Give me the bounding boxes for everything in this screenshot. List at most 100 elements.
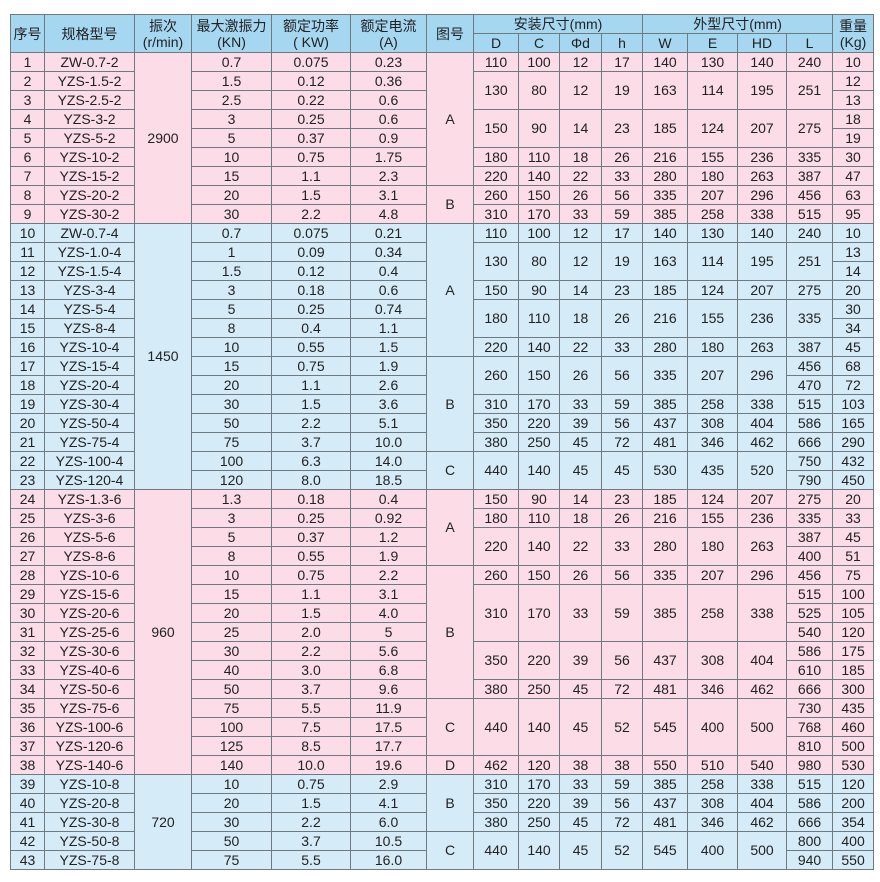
cell-weight: 175 xyxy=(832,641,875,661)
cell-w: 280 xyxy=(642,166,689,186)
cell-l: 515 xyxy=(786,394,834,414)
cell-power: 0.55 xyxy=(271,546,351,566)
cell-power: 2.2 xyxy=(271,641,351,661)
cell-rpm: 960 xyxy=(134,489,192,775)
cell-hd: 338 xyxy=(737,774,788,794)
cell-power: 0.75 xyxy=(271,356,351,376)
header-d: D xyxy=(473,33,519,53)
cell-model: ZW-0.7-2 xyxy=(44,52,135,72)
cell-hd: 263 xyxy=(737,337,788,357)
cell-force: 8 xyxy=(191,318,272,338)
cell-model: YZS-120-6 xyxy=(44,736,135,756)
cell-d: 310 xyxy=(473,204,519,224)
cell-model: YZS-50-6 xyxy=(44,679,135,699)
cell-force: 1.3 xyxy=(191,489,272,509)
cell-no: 23 xyxy=(10,470,45,490)
header-force: 最大激振力 (KN) xyxy=(191,14,272,53)
cell-d: 110 xyxy=(473,52,519,72)
cell-phi-d: 39 xyxy=(559,793,602,813)
cell-l: 275 xyxy=(786,489,834,509)
cell-hd: 207 xyxy=(737,489,788,509)
cell-d: 260 xyxy=(473,356,519,395)
cell-rpm: 720 xyxy=(134,774,192,870)
cell-force: 1.5 xyxy=(191,261,272,281)
cell-power: 0.37 xyxy=(271,128,351,148)
cell-hd: 140 xyxy=(737,223,788,243)
cell-d: 130 xyxy=(473,242,519,281)
cell-no: 34 xyxy=(10,679,45,699)
cell-w: 140 xyxy=(642,223,689,243)
cell-hd: 540 xyxy=(737,755,788,775)
cell-h: 33 xyxy=(600,337,644,357)
cell-d: 220 xyxy=(473,527,519,566)
cell-c: 90 xyxy=(518,280,560,300)
cell-weight: 435 xyxy=(832,698,875,718)
cell-no: 35 xyxy=(10,698,45,718)
cell-d: 440 xyxy=(473,451,519,490)
cell-l: 335 xyxy=(786,508,834,528)
cell-model: YZS-10-8 xyxy=(44,774,135,794)
cell-l: 456 xyxy=(786,356,834,376)
cell-w: 185 xyxy=(642,109,689,148)
cell-h: 33 xyxy=(600,166,644,186)
cell-figure: C xyxy=(426,831,474,870)
cell-no: 7 xyxy=(10,166,45,186)
cell-d: 180 xyxy=(473,508,519,528)
cell-force: 50 xyxy=(191,831,272,851)
cell-h: 56 xyxy=(600,641,644,680)
cell-d: 150 xyxy=(473,489,519,509)
cell-d: 440 xyxy=(473,831,519,870)
table-row: 17 YZS-15-4 15 0.75 1.9 B 260 150 26 56 335 207 296 4… xyxy=(10,356,875,452)
table-row: 19 YZS-30-4 30 1.5 3.6 310 170 33 59 385 258 338 515… xyxy=(10,394,875,414)
cell-no: 43 xyxy=(10,850,45,870)
cell-c: 220 xyxy=(518,793,560,813)
cell-l: 666 xyxy=(786,812,834,832)
cell-current: 1.1 xyxy=(350,318,427,338)
cell-model: YZS-100-4 xyxy=(44,451,135,471)
cell-current: 17.5 xyxy=(350,717,427,737)
cell-d: 350 xyxy=(473,793,519,813)
cell-force: 20 xyxy=(191,603,272,623)
cell-hd: 195 xyxy=(737,242,788,281)
cell-e: 346 xyxy=(687,812,739,832)
cell-model: YZS-5-4 xyxy=(44,299,135,319)
cell-model: YZS-25-6 xyxy=(44,622,135,642)
cell-force: 0.7 xyxy=(191,52,272,72)
cell-current: 11.9 xyxy=(350,698,427,718)
cell-c: 140 xyxy=(518,698,560,756)
cell-phi-d: 12 xyxy=(559,223,602,243)
cell-phi-d: 26 xyxy=(559,565,602,585)
cell-current: 0.9 xyxy=(350,128,427,148)
cell-no: 8 xyxy=(10,185,45,205)
cell-w: 185 xyxy=(642,280,689,300)
cell-power: 0.75 xyxy=(271,147,351,167)
cell-model: YZS-8-4 xyxy=(44,318,135,338)
cell-e: 510 xyxy=(687,755,739,775)
cell-weight: 47 xyxy=(832,166,875,186)
cell-l: 610 xyxy=(786,660,834,680)
cell-h: 38 xyxy=(600,755,644,775)
cell-power: 0.22 xyxy=(271,90,351,110)
cell-w: 481 xyxy=(642,812,689,832)
cell-hd: 404 xyxy=(737,413,788,433)
cell-model: YZS-15-4 xyxy=(44,356,135,376)
table-row: 24 YZS-1.3-6 960 1.3 0.18 0.4 A 150 90 14 23 185 124… xyxy=(10,489,875,775)
cell-power: 8.0 xyxy=(271,470,351,490)
cell-l: 666 xyxy=(786,679,834,699)
header-outline-dimensions: 外型尺寸(mm) xyxy=(642,14,834,34)
cell-l: 540 xyxy=(786,622,834,642)
cell-model: YZS-3-4 xyxy=(44,280,135,300)
header-e: E xyxy=(687,33,739,53)
cell-hd: 500 xyxy=(737,698,788,756)
header-phi-d: Φd xyxy=(559,33,602,53)
cell-current: 6.0 xyxy=(350,812,427,832)
cell-d: 150 xyxy=(473,109,519,148)
cell-c: 140 xyxy=(518,337,560,357)
cell-power: 0.75 xyxy=(271,565,351,585)
cell-figure: B xyxy=(426,774,474,832)
cell-weight: 19 xyxy=(832,128,875,148)
cell-c: 170 xyxy=(518,204,560,224)
cell-force: 25 xyxy=(191,622,272,642)
header-rpm: 振次 (r/min) xyxy=(134,14,192,53)
cell-c: 250 xyxy=(518,812,560,832)
